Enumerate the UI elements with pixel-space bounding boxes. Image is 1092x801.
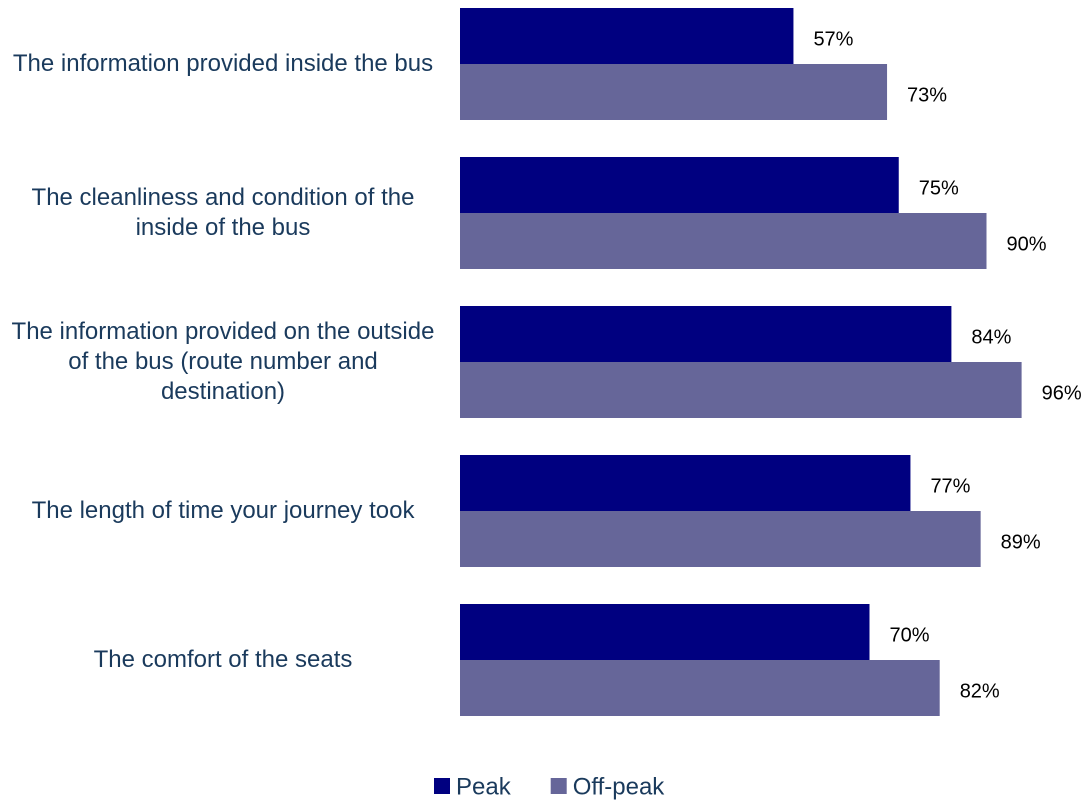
legend-label: Off-peak <box>573 773 666 800</box>
bar <box>460 64 888 120</box>
category-label: The length of time your journey took <box>31 497 415 524</box>
legend-swatch <box>550 778 567 794</box>
value-label: 73% <box>907 84 947 106</box>
value-label: 90% <box>1007 233 1047 255</box>
category-label: The information provided inside the bus <box>12 50 434 77</box>
category-label: The cleanliness and condition of the ins… <box>31 184 415 241</box>
legend-label: Peak <box>456 773 512 800</box>
value-label: 84% <box>971 326 1011 348</box>
bar <box>460 213 987 269</box>
bar <box>460 604 870 660</box>
value-label: 96% <box>1042 382 1082 404</box>
bar <box>460 8 794 64</box>
bar <box>460 306 952 362</box>
legend-swatch <box>434 778 450 794</box>
category-label: The information provided on the outside … <box>11 318 435 405</box>
bar <box>460 455 911 511</box>
value-label: 75% <box>919 177 959 199</box>
value-label: 89% <box>1001 531 1041 553</box>
value-label: 70% <box>890 624 930 646</box>
bar <box>460 157 899 213</box>
value-label: 57% <box>813 28 853 50</box>
category-label: The comfort of the seats <box>93 646 353 673</box>
value-label: 82% <box>960 680 1000 702</box>
bar <box>460 511 981 567</box>
value-label: 77% <box>930 475 970 497</box>
bar <box>460 362 1022 418</box>
bar <box>460 660 940 716</box>
